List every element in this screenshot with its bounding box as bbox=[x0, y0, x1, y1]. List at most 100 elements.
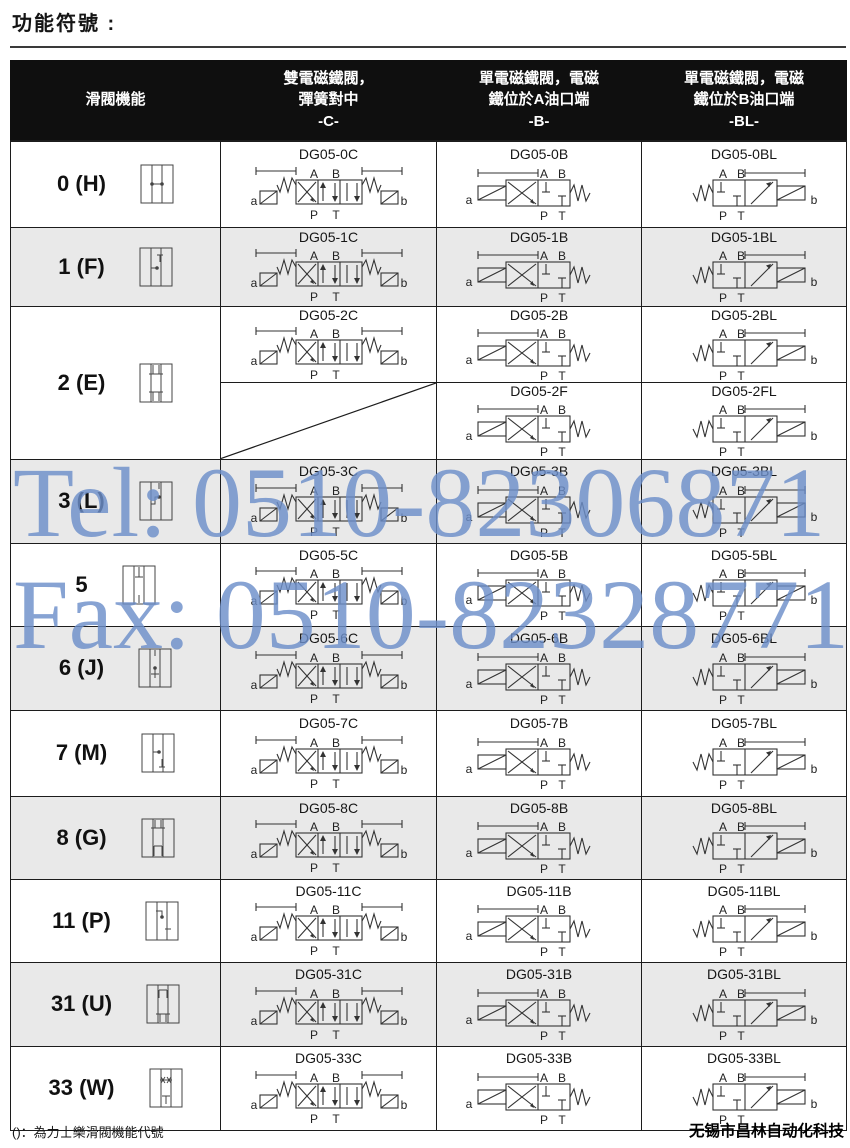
svg-text:A: A bbox=[309, 167, 317, 181]
svg-text:P: P bbox=[309, 777, 317, 791]
svg-text:b: b bbox=[811, 429, 818, 443]
function-cell: 3 (L) bbox=[10, 458, 221, 544]
function-code: 0 (H) bbox=[57, 171, 106, 196]
model-number: DG05-11C bbox=[295, 882, 362, 899]
function-code: 1 (F) bbox=[58, 253, 105, 279]
model-number: DG05-8C bbox=[298, 799, 359, 816]
svg-text:a: a bbox=[250, 678, 257, 692]
column-header-1: 雙電磁鐵閥， 彈簧對中 -C- bbox=[220, 60, 437, 142]
svg-text:P: P bbox=[309, 861, 317, 875]
svg-text:A: A bbox=[540, 820, 548, 834]
model-number: DG05-31B bbox=[505, 966, 573, 983]
svg-text:P: P bbox=[719, 778, 727, 791]
svg-text:B: B bbox=[331, 327, 339, 341]
svg-text:B: B bbox=[558, 167, 566, 181]
svg-text:b: b bbox=[400, 276, 407, 290]
svg-text:a: a bbox=[466, 929, 473, 943]
spool-symbol-6-j bbox=[138, 648, 172, 688]
function-code: 33 (W) bbox=[48, 1075, 115, 1100]
page-title: 功能符號 : bbox=[12, 13, 117, 35]
svg-text:T: T bbox=[332, 525, 340, 539]
svg-text:T: T bbox=[558, 778, 566, 791]
model-number: DG05-5BL bbox=[710, 546, 778, 563]
valve-symbol-b: A B P Ta bbox=[466, 167, 591, 222]
svg-text:T: T bbox=[558, 693, 566, 706]
svg-text:P: P bbox=[540, 445, 548, 458]
spool-symbol-11-p bbox=[145, 901, 179, 940]
spool-symbol-1-f bbox=[139, 247, 173, 286]
svg-text:A: A bbox=[719, 484, 727, 498]
model-number: DG05-7C bbox=[298, 715, 359, 732]
valve-symbol-bl: A B P Tb bbox=[692, 167, 818, 222]
svg-text:T: T bbox=[558, 945, 566, 958]
svg-text:T: T bbox=[558, 209, 566, 222]
model-number: DG05-1BL bbox=[710, 228, 778, 245]
svg-text:b: b bbox=[811, 677, 818, 691]
valve-symbol-bl: A B P Tb bbox=[692, 736, 818, 791]
valve-symbol-c: A B P Ta b bbox=[250, 820, 407, 875]
svg-text:P: P bbox=[540, 209, 548, 222]
svg-text:P: P bbox=[540, 609, 548, 622]
valve-symbol-b: A B P Ta bbox=[466, 1071, 591, 1126]
model-number: DG05-6C bbox=[298, 630, 359, 647]
svg-text:A: A bbox=[719, 651, 727, 665]
svg-text:B: B bbox=[558, 820, 566, 834]
valve-symbol-b: A B P Ta bbox=[466, 736, 591, 791]
svg-text:P: P bbox=[540, 526, 548, 539]
svg-text:B: B bbox=[331, 249, 339, 263]
svg-text:P: P bbox=[719, 1113, 727, 1126]
svg-text:B: B bbox=[737, 736, 745, 750]
svg-text:a: a bbox=[466, 510, 473, 524]
model-number: DG05-7BL bbox=[710, 715, 778, 732]
svg-text:T: T bbox=[737, 369, 745, 382]
model-number: DG05-2F bbox=[510, 383, 568, 400]
svg-text:b: b bbox=[811, 275, 818, 289]
svg-text:T: T bbox=[737, 778, 745, 791]
svg-text:a: a bbox=[250, 194, 257, 208]
svg-text:P: P bbox=[540, 693, 548, 706]
svg-text:B: B bbox=[737, 327, 745, 341]
svg-text:b: b bbox=[811, 1013, 818, 1027]
svg-text:P: P bbox=[540, 369, 548, 382]
model-number: DG05-2BL bbox=[710, 306, 778, 323]
svg-text:A: A bbox=[309, 987, 317, 1001]
svg-text:A: A bbox=[309, 327, 317, 341]
svg-text:P: P bbox=[540, 778, 548, 791]
svg-text:b: b bbox=[811, 1097, 818, 1111]
svg-text:P: P bbox=[309, 944, 317, 958]
svg-text:P: P bbox=[719, 1029, 727, 1042]
valve-symbol-bl: A B P Tb bbox=[692, 651, 818, 706]
svg-text:B: B bbox=[558, 987, 566, 1001]
svg-text:b: b bbox=[400, 1014, 407, 1028]
svg-text:B: B bbox=[737, 249, 745, 263]
svg-text:B: B bbox=[737, 903, 745, 917]
function-cell: 1 (F) bbox=[10, 226, 221, 307]
svg-text:P: P bbox=[309, 208, 317, 222]
svg-text:T: T bbox=[737, 209, 745, 222]
svg-text:T: T bbox=[558, 369, 566, 382]
svg-text:A: A bbox=[309, 820, 317, 834]
svg-text:b: b bbox=[811, 929, 818, 943]
svg-text:T: T bbox=[558, 862, 566, 875]
svg-text:P: P bbox=[309, 1028, 317, 1042]
model-number: DG05-0BL bbox=[710, 146, 778, 163]
svg-text:b: b bbox=[811, 846, 818, 860]
svg-text:A: A bbox=[540, 327, 548, 341]
svg-text:T: T bbox=[558, 1113, 566, 1126]
valve-symbol-c: A B P Ta b bbox=[250, 326, 407, 382]
svg-text:a: a bbox=[250, 763, 257, 777]
spool-symbol-8-g bbox=[141, 818, 175, 857]
